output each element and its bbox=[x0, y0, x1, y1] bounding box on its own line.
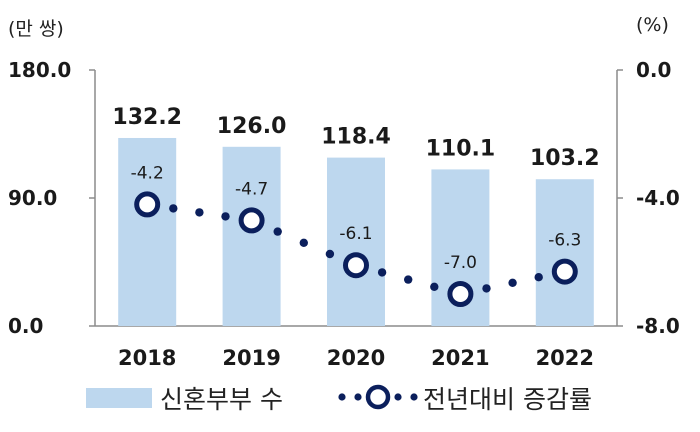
line-series bbox=[134, 191, 578, 307]
left-tick-label: 90.0 bbox=[8, 186, 57, 210]
line-dot bbox=[195, 208, 204, 217]
legend: 신혼부부 수 전년대비 증감률 bbox=[0, 378, 700, 418]
line-dot bbox=[377, 268, 387, 277]
bar-value-label: 118.4 bbox=[321, 125, 391, 150]
line-dot bbox=[325, 249, 335, 259]
legend-bar-swatch bbox=[86, 388, 152, 408]
line-dot bbox=[273, 227, 282, 236]
right-tick-label: 0.0 bbox=[636, 58, 671, 82]
bar-value-label: 126.0 bbox=[217, 114, 287, 139]
bar bbox=[222, 146, 281, 326]
line-marker bbox=[134, 191, 161, 218]
line-dot bbox=[430, 282, 439, 291]
line-dot bbox=[534, 273, 543, 282]
left-tick-label: 0.0 bbox=[8, 314, 43, 338]
line-dot bbox=[404, 275, 413, 284]
x-tick-label: 2018 bbox=[118, 346, 176, 370]
line-marker bbox=[447, 281, 474, 307]
bar-series bbox=[118, 137, 594, 326]
right-tick-label: -8.0 bbox=[636, 314, 680, 338]
line-marker bbox=[551, 258, 578, 285]
line-dot bbox=[221, 212, 230, 221]
line-dot bbox=[299, 238, 308, 247]
legend-bar-label: 신혼부부 수 bbox=[160, 385, 283, 414]
line-dot bbox=[169, 204, 178, 213]
line-dot bbox=[508, 278, 517, 287]
line-value-label: -6.3 bbox=[548, 231, 581, 251]
bar-value-label: 110.1 bbox=[426, 136, 496, 161]
bar bbox=[327, 157, 385, 326]
bar-value-label: 132.2 bbox=[112, 105, 182, 130]
left-tick-label: 180.0 bbox=[8, 58, 71, 82]
bar bbox=[535, 179, 594, 326]
x-tick-label: 2019 bbox=[222, 346, 280, 370]
line-marker bbox=[343, 252, 369, 279]
line-value-label: -6.1 bbox=[339, 224, 372, 244]
line-value-label: -4.7 bbox=[235, 179, 268, 199]
x-tick-label: 2022 bbox=[536, 346, 594, 370]
legend-line-label: 전년대비 증감률 bbox=[423, 385, 592, 414]
right-tick-label: -4.0 bbox=[636, 186, 680, 210]
right-axis-unit: (%) bbox=[636, 14, 669, 36]
line-value-label: -7.0 bbox=[444, 253, 477, 273]
left-axis-unit: (만 쌍) bbox=[8, 18, 64, 40]
legend-line-swatch bbox=[338, 384, 418, 410]
line-value-label: -4.2 bbox=[131, 163, 164, 183]
x-tick-label: 2020 bbox=[327, 346, 385, 370]
bar bbox=[118, 137, 177, 326]
axes: 180.0 90.0 0.0 0.0 -4.0 -8.0 2018 2019 2020 2021 2… bbox=[8, 58, 680, 370]
bar-value-label: 103.2 bbox=[530, 146, 600, 171]
line-dot bbox=[482, 284, 491, 293]
data-labels: 132.2 126.0 118.4 110.1 103.2 -4.2 -4.7 -6.1 -7.… bbox=[112, 105, 599, 273]
line-marker bbox=[238, 207, 265, 234]
x-tick-label: 2021 bbox=[431, 346, 489, 370]
